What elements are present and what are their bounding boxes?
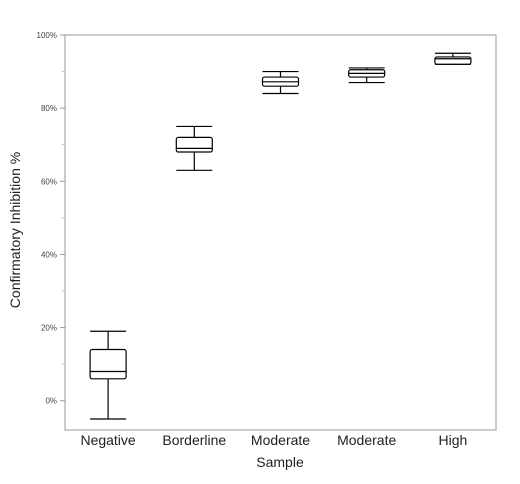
iqr-box: [89, 348, 127, 380]
y-tick-label: 20%: [41, 324, 57, 333]
y-tick-label: 0%: [45, 397, 57, 406]
y-axis-title: Confirmatory Inhibition %: [7, 152, 23, 308]
x-tick-label: Borderline: [162, 432, 226, 448]
y-tick-label: 80%: [41, 104, 57, 113]
box-0: [89, 330, 127, 420]
x-axis-title: Sample: [256, 454, 304, 470]
x-tick-label: Moderate: [337, 432, 396, 448]
y-tick-label: 40%: [41, 250, 57, 259]
x-tick-label: High: [439, 432, 468, 448]
iqr-box: [175, 136, 213, 153]
x-tick-label: Negative: [80, 432, 135, 448]
y-tick-label: 60%: [41, 177, 57, 186]
plot-frame: [64, 34, 497, 431]
x-axis: Negative Borderline Moderate Moderate High: [80, 432, 467, 448]
y-tick-label: 100%: [37, 31, 57, 40]
iqr-box: [434, 56, 472, 65]
box-4: [434, 52, 472, 65]
box-1: [175, 125, 213, 171]
y-axis: 0% 20% 40% 60% 80% 100%: [37, 31, 65, 406]
box-series: [89, 52, 472, 420]
box-2: [261, 70, 300, 95]
x-tick-label: Moderate: [251, 432, 310, 448]
box-3: [348, 67, 386, 84]
